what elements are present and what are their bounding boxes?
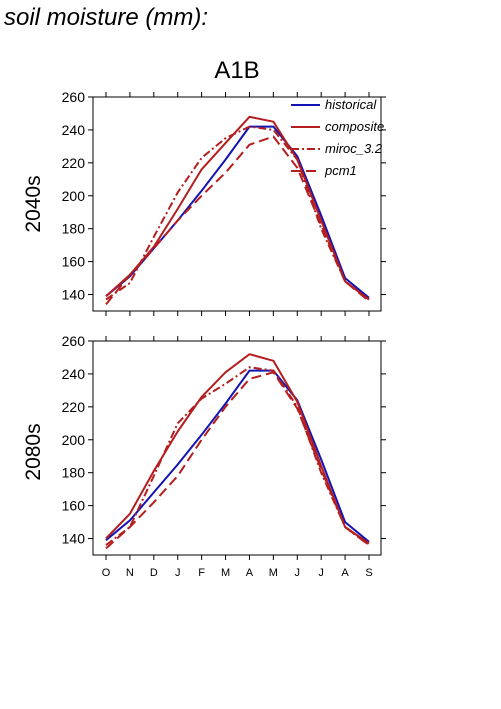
y-tick-label: 140 [62,287,86,303]
series-line-composite [105,353,370,545]
series-line-miroc_3.2 [105,366,370,546]
y-tick-label: 180 [62,465,86,481]
legend-label: historical [325,97,377,112]
page-title: soil moisture (mm): [4,4,209,31]
series-line-pcm1 [105,371,370,550]
legend: historical composite miroc_3.2 pcm1 [291,97,384,178]
legend-label: pcm1 [324,163,357,178]
x-tick-label: O [102,567,111,579]
y-tick-label: 180 [62,221,86,237]
x-tick-label: N [126,567,134,579]
x-tick-label: S [365,567,372,579]
y-tick-label: 200 [62,188,86,204]
legend-label: composite [325,119,384,134]
panel-2040s: 140 160 180 200 220 240 260 historical composite… [62,89,386,316]
plot-frame [92,96,382,312]
x-tick-label: J [295,567,301,579]
panel-2080s: 140 160 180 200 220 240 260 O N D J F M A M J J A S [62,333,386,579]
y-tick-label: 260 [62,89,86,105]
y-tick-label: 140 [62,531,86,547]
x-tick-label: J [175,567,181,579]
legend-label: miroc_3.2 [325,141,383,156]
x-tick-label: M [269,567,278,579]
x-tick-label: D [150,567,158,579]
y-tick-label: 260 [62,333,86,349]
y-tick-label: 160 [62,498,86,514]
series-line-historical [105,369,370,543]
x-tick-label: F [198,567,205,579]
y-tick-label: 200 [62,432,86,448]
chart-title: A1B [214,57,260,84]
x-tick-label: A [246,567,254,579]
plot-frame [92,340,382,556]
x-tick-label: M [221,567,230,579]
y-tick-label: 160 [62,254,86,270]
y-tick-label: 240 [62,122,86,138]
y-tick-label: 240 [62,366,86,382]
x-tick-label: A [341,567,349,579]
y-tick-label: 220 [62,399,86,415]
series-line-pcm1 [105,135,370,306]
x-tick-label: J [318,567,324,579]
y-tick-label: 220 [62,155,86,171]
